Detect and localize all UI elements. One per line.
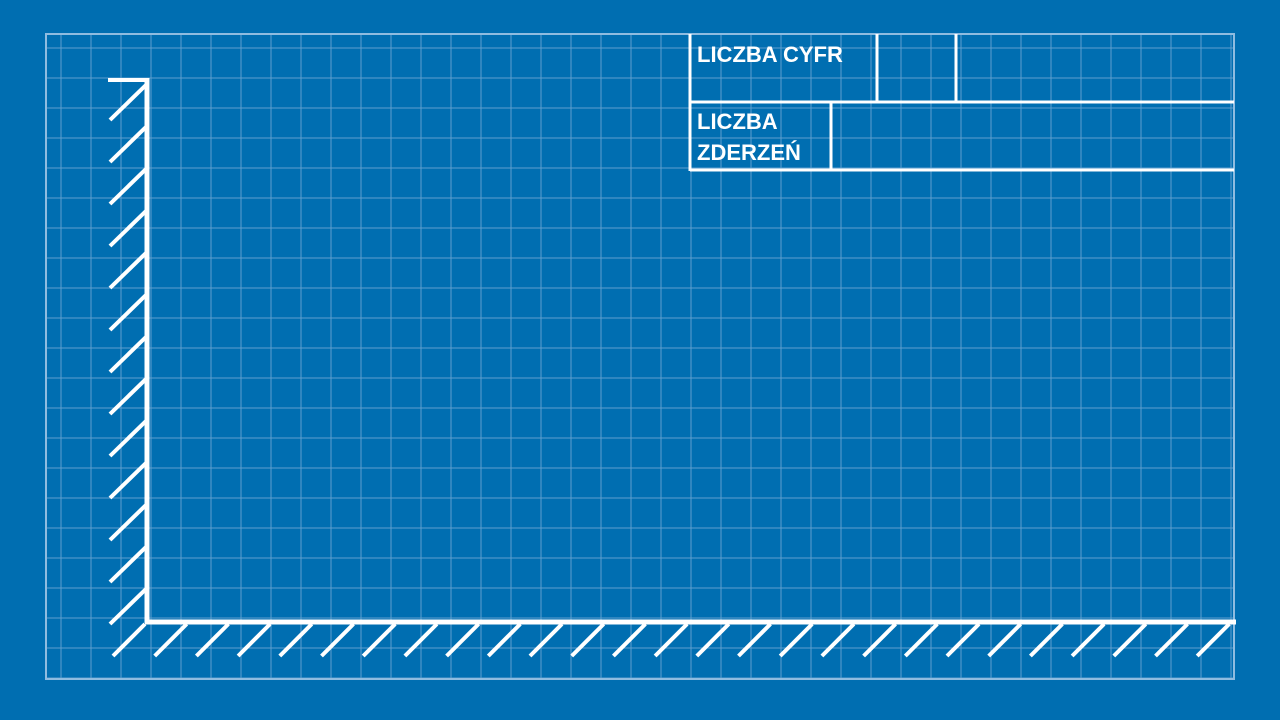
wall-hatch-mark: [108, 334, 149, 374]
digits-count-label: LICZBA CYFR: [697, 42, 843, 67]
floor-hatch-mark: [111, 622, 147, 658]
floor-hatch-mark: [820, 622, 856, 658]
floor-hatch-mark: [737, 622, 772, 658]
floor-hatch-mark: [862, 622, 898, 658]
wall-hatch-mark: [108, 502, 149, 542]
collisions-count-label-line2: ZDERZEŃ: [697, 140, 801, 165]
wall-hatch-mark: [108, 208, 149, 248]
floor-hatch-mark: [403, 622, 439, 658]
floor-hatch-mark: [653, 622, 689, 658]
floor-hatch-mark: [528, 622, 564, 658]
wall-hatch-mark: [108, 418, 149, 458]
wall-hatch-mark: [108, 376, 149, 416]
floor-hatch-mark: [1112, 622, 1148, 658]
wall-hatch-mark: [108, 544, 149, 584]
wall-hatch-mark: [108, 292, 149, 332]
collisions-count-label-line1: LICZBA: [697, 109, 778, 134]
floor-hatch-mark: [611, 622, 647, 658]
floor-hatch-mark: [1154, 622, 1189, 658]
frame-border: [45, 33, 1235, 680]
axes: [108, 78, 1236, 658]
floor-hatch-mark: [361, 622, 397, 658]
grid-lines: [46, 34, 1234, 679]
floor-hatch-mark: [570, 622, 606, 658]
floor-hatch-mark: [1195, 622, 1231, 658]
floor-hatch-mark: [236, 622, 272, 658]
wall-hatch-mark: [108, 460, 149, 500]
wall-hatch-mark: [108, 250, 149, 290]
wall-hatch-mark: [108, 166, 149, 206]
digits-value-cell: [880, 37, 954, 100]
floor-hatch-mark: [486, 622, 522, 658]
floor-hatch-mark: [903, 622, 939, 658]
floor-hatch-mark: [320, 622, 355, 658]
wall-hatching: [108, 82, 149, 626]
floor-hatch-mark: [445, 622, 481, 658]
floor-hatching: [111, 622, 1231, 658]
floor-hatch-mark: [278, 622, 314, 658]
floor-hatch-mark: [1028, 622, 1064, 658]
wall-hatch-mark: [108, 124, 149, 164]
collisions-value-cell: [834, 105, 1232, 168]
floor-hatch-mark: [778, 622, 814, 658]
floor-hatch-mark: [153, 622, 189, 658]
floor-hatch-mark: [945, 622, 981, 658]
floor-hatch-mark: [194, 622, 230, 658]
floor-hatch-mark: [1070, 622, 1106, 658]
wall-hatch-mark: [108, 82, 149, 122]
floor-hatch-mark: [987, 622, 1023, 658]
floor-hatch-mark: [695, 622, 731, 658]
counter-table: LICZBA CYFR LICZBA ZDERZEŃ: [688, 34, 1234, 172]
wall-hatch-mark: [108, 586, 149, 626]
